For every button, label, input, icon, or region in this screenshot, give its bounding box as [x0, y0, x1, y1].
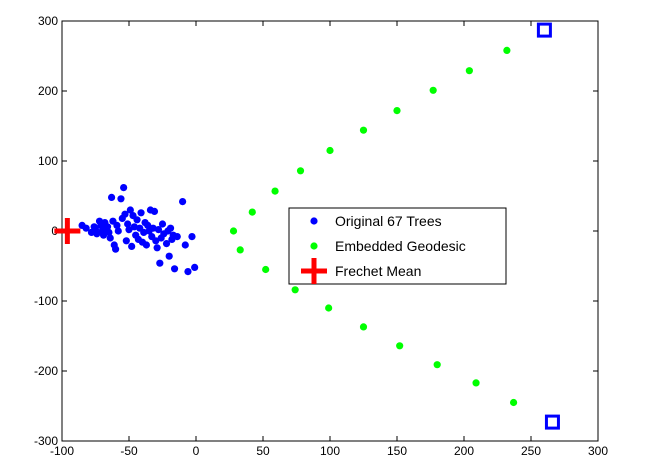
tree-point [122, 237, 130, 245]
tree-point [82, 224, 90, 232]
geodesic-point [433, 361, 441, 369]
tree-point [166, 224, 175, 232]
tree-point [120, 184, 128, 192]
legend-marker [301, 258, 327, 284]
geodesic-point [271, 187, 279, 195]
x-tick-label: 0 [193, 444, 200, 458]
tree-point [191, 263, 199, 271]
legend-label: Embedded Geodesic [335, 238, 466, 254]
geodesic-point [465, 67, 473, 75]
tree-point [137, 209, 145, 217]
legend-label: Frechet Mean [335, 263, 421, 279]
tree-point [128, 242, 136, 250]
geodesic-point [291, 286, 299, 294]
x-tick-label: 50 [256, 444, 270, 458]
tree-point [173, 233, 181, 241]
geodesic-point [248, 208, 256, 216]
y-tick-label: -100 [34, 294, 58, 308]
x-tick-label: 250 [521, 444, 541, 458]
y-tick-label: -200 [34, 364, 58, 378]
frechet-mean-marker [54, 218, 81, 244]
geodesic-point [296, 167, 305, 175]
geodesic-point [236, 246, 244, 254]
geodesic-point [359, 323, 368, 331]
tree-point [179, 198, 187, 206]
geodesic-point [472, 379, 480, 387]
tree-point [126, 206, 134, 214]
y-tick-label: -300 [34, 434, 58, 448]
series-3 [536, 22, 560, 430]
tree-point [150, 207, 159, 215]
tree-point [181, 241, 189, 249]
tree-point [99, 231, 108, 239]
tree-point [154, 226, 163, 234]
tree-point [188, 233, 196, 241]
series-0 [78, 184, 199, 276]
tree-point [93, 230, 101, 238]
endpoint-square [536, 22, 552, 38]
tree-point [156, 259, 164, 267]
x-tick-label: 100 [320, 444, 340, 458]
tree-point [158, 220, 167, 228]
tree-point [114, 227, 122, 235]
geodesic-point [509, 398, 518, 407]
legend: Original 67 Trees Embedded Geodesic Freche… [288, 207, 507, 285]
tree-point [165, 252, 173, 260]
x-tick-label: 150 [387, 444, 407, 458]
tree-point [113, 221, 121, 229]
tree-point [153, 244, 161, 252]
legend-marker [310, 242, 318, 250]
tree-point [124, 220, 132, 228]
tree-point [152, 237, 160, 245]
geodesic-point [503, 46, 511, 55]
geodesic-point [429, 86, 437, 94]
legend-marker [310, 217, 318, 225]
plot-area: -100-50050100150200250300-300-200-100010… [34, 14, 608, 458]
tree-point [162, 240, 171, 248]
tree-point [184, 268, 192, 276]
tree-point [106, 234, 114, 242]
y-tick-label: 300 [38, 14, 58, 28]
tree-point [133, 216, 141, 224]
geodesic-point [325, 304, 333, 312]
tree-point [144, 221, 152, 229]
x-tick-label: 300 [588, 444, 608, 458]
geodesic-point [393, 107, 401, 115]
geodesic-point [396, 342, 404, 350]
geodesic-point [262, 265, 270, 274]
endpoint-square [544, 414, 560, 430]
tree-point [112, 245, 120, 253]
tree-point [170, 265, 179, 273]
y-tick-label: 200 [38, 84, 58, 98]
x-tick-label: -100 [50, 444, 74, 458]
x-tick-label: -50 [120, 444, 138, 458]
y-tick-label: 100 [38, 154, 58, 168]
tree-point [117, 195, 125, 203]
data-marks [54, 22, 560, 430]
axis-ticks: -100-50050100150200250300-300-200-100010… [34, 14, 608, 458]
series-1 [229, 46, 518, 407]
geodesic-point [326, 146, 334, 155]
geodesic-point [229, 227, 238, 235]
tree-point [107, 193, 116, 201]
legend-label: Original 67 Trees [335, 213, 442, 229]
geodesic-point [359, 126, 368, 134]
tree-point [121, 210, 129, 218]
tree-point [103, 223, 112, 231]
series-2 [54, 218, 81, 244]
tree-point [125, 226, 133, 234]
x-tick-label: 200 [454, 444, 474, 458]
tree-point [105, 228, 113, 236]
tree-point [142, 241, 151, 249]
